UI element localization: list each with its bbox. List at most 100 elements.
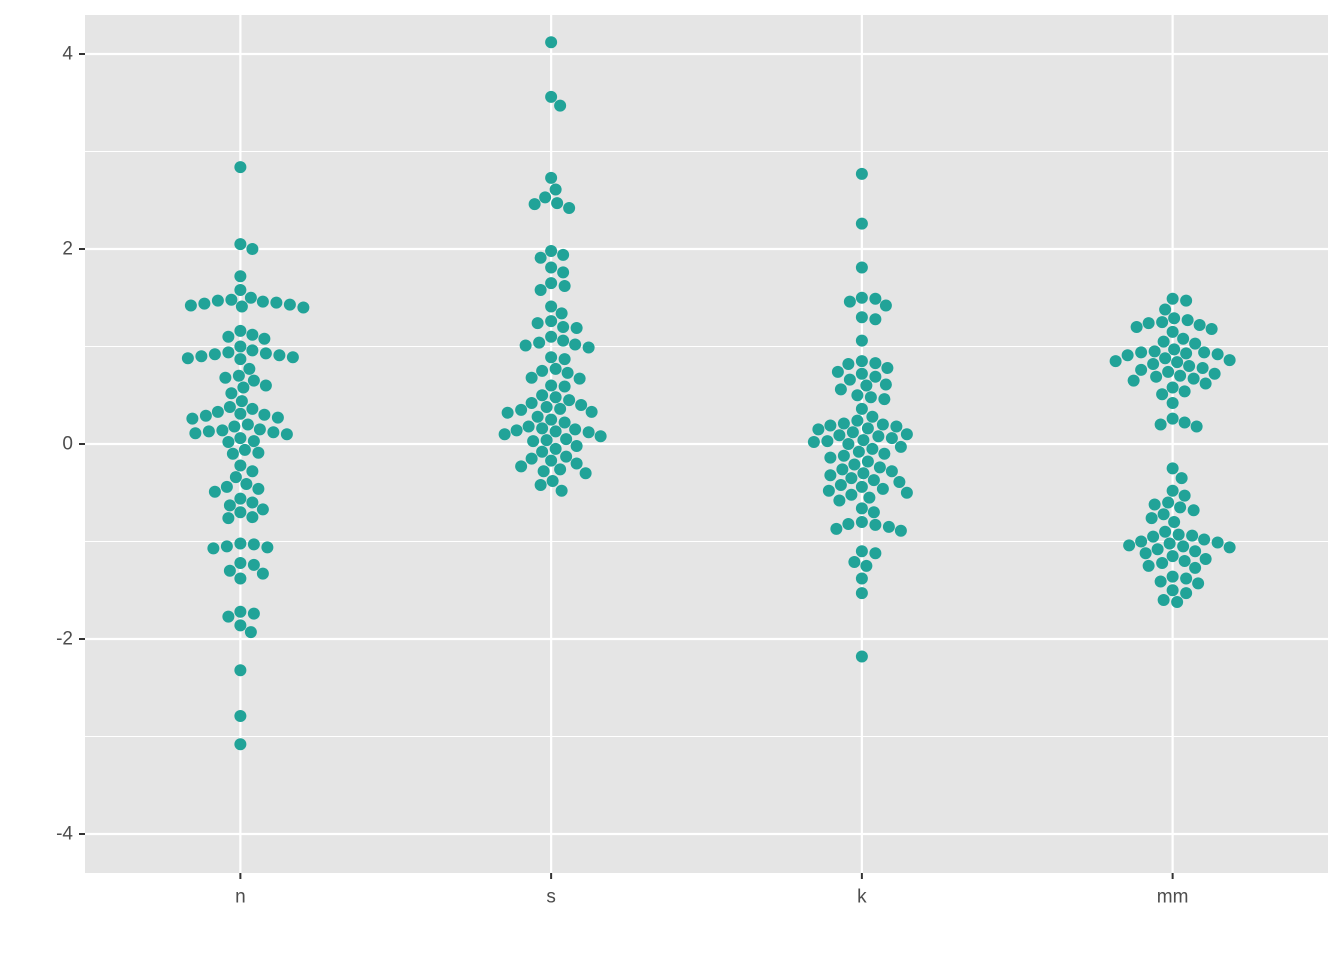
- data-point-n: [243, 362, 256, 375]
- data-point-mm: [1159, 303, 1172, 316]
- data-point-n: [225, 293, 238, 306]
- data-point-n: [259, 347, 272, 360]
- data-point-n: [273, 349, 286, 362]
- data-point-mm: [1166, 381, 1179, 394]
- data-point-mm: [1151, 543, 1164, 556]
- data-point-n: [234, 605, 247, 618]
- data-point-n: [222, 610, 235, 623]
- data-point-mm: [1156, 316, 1169, 329]
- data-point-n: [199, 409, 212, 422]
- data-point-s: [569, 338, 582, 351]
- data-point-n: [283, 298, 296, 311]
- data-point-s: [519, 339, 532, 352]
- data-point-k: [900, 428, 913, 441]
- data-point-n: [246, 465, 259, 478]
- data-point-s: [534, 478, 547, 491]
- data-point-k: [855, 291, 868, 304]
- data-point-n: [181, 352, 194, 365]
- data-point-s: [560, 450, 573, 463]
- data-point-k: [846, 426, 859, 439]
- data-point-n: [253, 423, 266, 436]
- data-point-s: [558, 380, 571, 393]
- data-point-mm: [1211, 348, 1224, 361]
- data-point-k: [842, 438, 855, 450]
- data-point-mm: [1193, 319, 1206, 332]
- data-point-mm: [1135, 535, 1148, 548]
- data-point-n: [234, 492, 247, 505]
- data-point-s: [545, 90, 558, 103]
- data-point-k: [885, 465, 898, 478]
- y-tick-label: -4: [56, 824, 73, 845]
- data-point-k: [869, 518, 882, 531]
- data-point-s: [528, 198, 541, 211]
- data-point-k: [878, 393, 891, 406]
- data-point-mm: [1159, 525, 1172, 538]
- data-point-n: [223, 499, 236, 512]
- data-point-k: [869, 313, 882, 326]
- data-point-s: [537, 465, 550, 478]
- data-point-mm: [1166, 570, 1179, 583]
- data-point-s: [549, 183, 562, 196]
- data-point-mm: [1156, 388, 1169, 401]
- data-point-mm: [1199, 377, 1212, 390]
- data-point-k: [893, 476, 906, 489]
- data-point-mm: [1150, 370, 1163, 383]
- data-point-n: [220, 480, 233, 493]
- data-point-k: [869, 357, 882, 370]
- data-point-n: [258, 408, 271, 421]
- data-point-mm: [1147, 530, 1160, 543]
- data-point-k: [876, 482, 889, 495]
- data-point-s: [594, 430, 607, 443]
- data-point-mm: [1157, 335, 1170, 348]
- data-point-n: [234, 324, 247, 337]
- data-point-k: [864, 391, 877, 404]
- data-point-mm: [1189, 337, 1202, 350]
- data-point-k: [824, 469, 837, 482]
- data-point-k: [855, 587, 868, 600]
- data-point-k: [876, 418, 889, 431]
- data-point-mm: [1123, 539, 1136, 552]
- data-point-s: [534, 283, 547, 296]
- data-point-k: [900, 486, 913, 499]
- data-point-mm: [1142, 559, 1155, 572]
- data-point-s: [582, 341, 595, 354]
- data-point-s: [555, 307, 568, 320]
- data-point-mm: [1166, 484, 1179, 497]
- data-point-mm: [1142, 317, 1155, 330]
- data-point-n: [184, 299, 197, 312]
- data-point-s: [557, 321, 570, 333]
- data-point-n: [297, 301, 310, 314]
- data-point-mm: [1145, 512, 1158, 525]
- data-point-n: [234, 340, 247, 353]
- data-point-k: [845, 472, 858, 485]
- data-point-k: [855, 545, 868, 558]
- data-point-n: [225, 387, 238, 400]
- data-point-k: [857, 434, 870, 447]
- data-point-n: [237, 381, 250, 394]
- data-point-n: [226, 447, 239, 460]
- data-point-k: [845, 488, 858, 501]
- data-point-mm: [1172, 528, 1185, 541]
- data-point-n: [207, 542, 220, 555]
- data-point-mm: [1157, 594, 1170, 606]
- data-point-s: [545, 261, 558, 274]
- data-point-k: [842, 517, 855, 530]
- data-point-mm: [1223, 541, 1236, 554]
- data-point-s: [558, 353, 571, 366]
- data-point-mm: [1180, 347, 1193, 360]
- data-point-mm: [1175, 472, 1188, 485]
- data-point-s: [536, 422, 549, 435]
- data-point-mm: [1154, 575, 1167, 588]
- data-point-k: [852, 445, 865, 458]
- data-point-mm: [1162, 496, 1175, 509]
- data-point-s: [551, 197, 564, 210]
- data-point-s: [549, 391, 562, 404]
- data-point-mm: [1187, 372, 1200, 385]
- data-point-mm: [1174, 501, 1187, 514]
- data-point-s: [545, 379, 558, 392]
- data-point-mm: [1180, 294, 1193, 307]
- data-point-mm: [1135, 363, 1148, 376]
- data-point-n: [234, 283, 247, 296]
- data-point-n: [244, 291, 257, 304]
